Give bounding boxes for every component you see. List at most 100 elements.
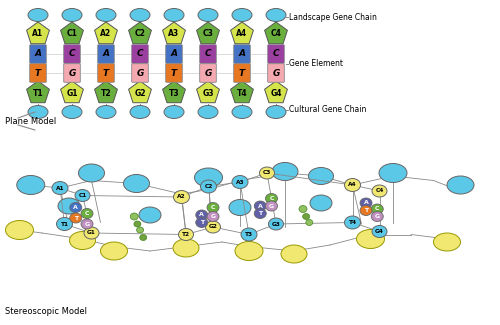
Ellipse shape — [28, 8, 48, 21]
Ellipse shape — [308, 167, 334, 185]
Ellipse shape — [260, 167, 274, 179]
Text: G: G — [68, 69, 75, 77]
Ellipse shape — [17, 176, 45, 194]
Ellipse shape — [266, 193, 278, 203]
Polygon shape — [128, 81, 152, 103]
Ellipse shape — [447, 176, 474, 194]
Ellipse shape — [235, 241, 263, 261]
Text: G1: G1 — [66, 88, 78, 98]
Text: A: A — [74, 205, 78, 210]
FancyBboxPatch shape — [234, 64, 250, 82]
Text: A: A — [238, 49, 246, 58]
Text: A: A — [102, 49, 110, 58]
Text: C: C — [68, 49, 75, 58]
Text: T: T — [35, 69, 41, 77]
FancyBboxPatch shape — [200, 64, 216, 82]
Ellipse shape — [198, 8, 218, 21]
Text: T: T — [74, 215, 78, 220]
Ellipse shape — [266, 8, 286, 21]
Ellipse shape — [356, 229, 384, 249]
Ellipse shape — [134, 221, 141, 227]
Text: A: A — [170, 49, 177, 58]
Ellipse shape — [281, 245, 307, 263]
Ellipse shape — [56, 217, 72, 230]
Text: G: G — [136, 69, 143, 77]
Ellipse shape — [266, 201, 278, 211]
Ellipse shape — [173, 239, 199, 257]
FancyBboxPatch shape — [132, 64, 148, 82]
Ellipse shape — [140, 235, 147, 240]
Text: C3: C3 — [202, 30, 213, 38]
Text: C: C — [136, 49, 143, 58]
Ellipse shape — [371, 204, 384, 214]
Ellipse shape — [196, 217, 208, 227]
Ellipse shape — [62, 106, 82, 119]
Text: G1: G1 — [87, 230, 96, 236]
Polygon shape — [230, 81, 254, 103]
Ellipse shape — [344, 216, 360, 229]
Ellipse shape — [232, 106, 252, 119]
Ellipse shape — [360, 205, 372, 215]
Ellipse shape — [130, 8, 150, 21]
FancyBboxPatch shape — [132, 45, 148, 63]
Text: A2: A2 — [177, 194, 186, 200]
FancyBboxPatch shape — [98, 64, 114, 82]
Ellipse shape — [229, 200, 251, 215]
Ellipse shape — [268, 218, 283, 230]
Ellipse shape — [379, 163, 407, 183]
Text: C4: C4 — [376, 188, 384, 193]
Ellipse shape — [310, 195, 332, 211]
Ellipse shape — [96, 106, 116, 119]
Text: A2: A2 — [100, 30, 112, 38]
Ellipse shape — [372, 226, 387, 238]
FancyBboxPatch shape — [98, 45, 114, 63]
Ellipse shape — [174, 190, 190, 203]
Ellipse shape — [62, 8, 82, 21]
Text: G4: G4 — [270, 88, 282, 98]
FancyBboxPatch shape — [30, 45, 46, 63]
Text: C: C — [211, 205, 215, 210]
Text: T: T — [258, 211, 262, 216]
Text: C1: C1 — [78, 193, 86, 198]
Ellipse shape — [75, 189, 90, 202]
Text: G3: G3 — [202, 88, 214, 98]
Text: A: A — [364, 201, 368, 205]
Polygon shape — [230, 22, 254, 44]
Text: C: C — [204, 49, 212, 58]
Ellipse shape — [241, 228, 257, 241]
Text: T4: T4 — [236, 88, 248, 98]
Text: Gene Element: Gene Element — [289, 59, 343, 69]
Text: C: C — [375, 206, 380, 212]
Ellipse shape — [136, 227, 143, 233]
Polygon shape — [162, 81, 186, 103]
Text: T3: T3 — [168, 88, 179, 98]
Polygon shape — [94, 81, 118, 103]
Text: A: A — [200, 213, 204, 217]
Text: A: A — [258, 203, 262, 209]
Ellipse shape — [299, 205, 307, 213]
Ellipse shape — [130, 106, 150, 119]
Polygon shape — [162, 22, 186, 44]
Ellipse shape — [81, 219, 93, 229]
Text: C2: C2 — [134, 30, 145, 38]
Text: C: C — [269, 196, 274, 201]
Ellipse shape — [254, 209, 266, 218]
Text: G2: G2 — [134, 88, 146, 98]
Text: A3: A3 — [236, 179, 244, 185]
Text: T: T — [364, 208, 368, 213]
Text: G3: G3 — [272, 222, 280, 227]
Ellipse shape — [198, 106, 218, 119]
Text: Plane Model: Plane Model — [5, 118, 56, 126]
Ellipse shape — [207, 202, 219, 213]
Text: T1: T1 — [32, 88, 44, 98]
Ellipse shape — [52, 181, 68, 194]
Text: Cultural Gene Chain: Cultural Gene Chain — [289, 106, 366, 114]
Polygon shape — [264, 22, 287, 44]
Ellipse shape — [254, 201, 266, 211]
Text: T: T — [103, 69, 109, 77]
FancyBboxPatch shape — [166, 64, 182, 82]
Polygon shape — [26, 22, 50, 44]
Ellipse shape — [70, 213, 82, 223]
Text: T2: T2 — [100, 88, 112, 98]
Ellipse shape — [232, 176, 248, 188]
